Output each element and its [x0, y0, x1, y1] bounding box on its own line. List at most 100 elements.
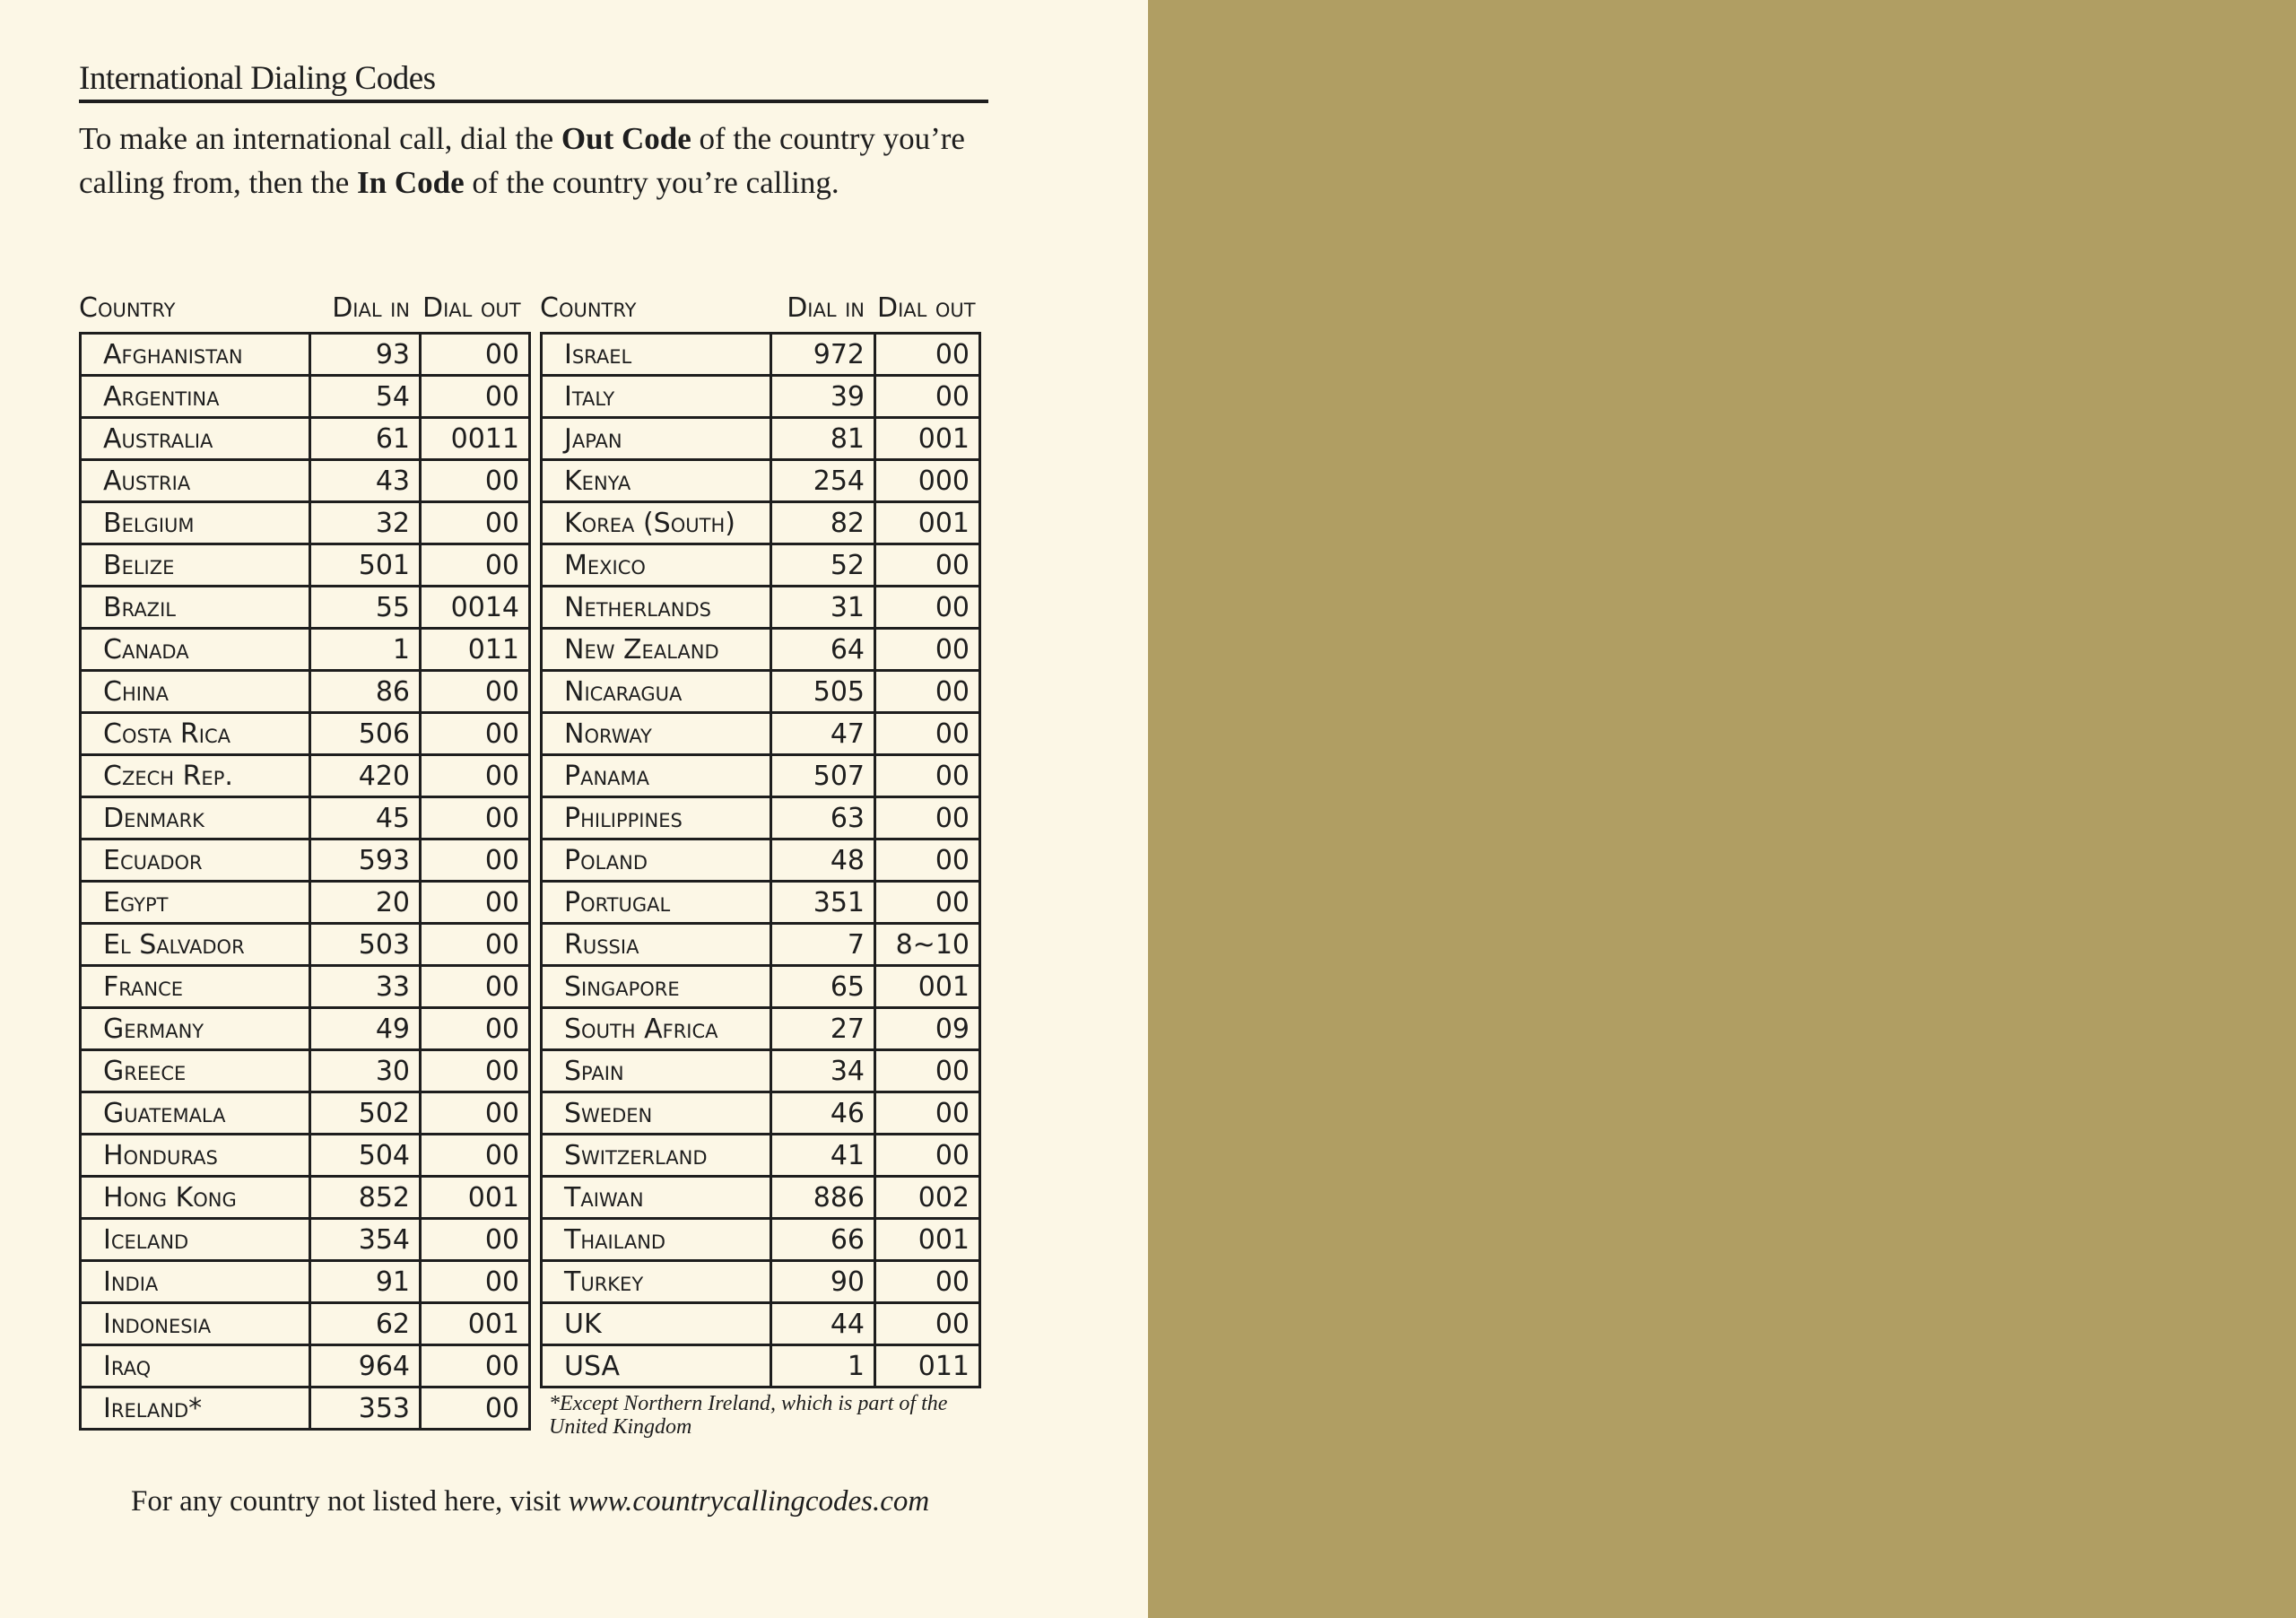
dial-in-cell: 48 [772, 840, 876, 880]
dial-out-cell: 002 [918, 1181, 970, 1214]
dial-in-cell: 65 [772, 967, 876, 1006]
dial-out-cell: 00 [484, 1392, 519, 1424]
dial-in-cell: 43 [311, 461, 422, 500]
dial-in-cell: 420 [311, 756, 422, 796]
dial-out-cell: 00 [935, 338, 970, 370]
table-row: Kenya 254 000 [543, 461, 978, 503]
footnote: *Except Northern Ireland, which is part … [549, 1392, 948, 1439]
dial-in-cell: 61 [311, 419, 422, 458]
header-dial-in: Dial in [332, 292, 410, 324]
dial-in-cell: 33 [311, 967, 422, 1006]
table-row: Ireland* 353 00 [82, 1388, 528, 1431]
table-row: Singapore 65 001 [543, 967, 978, 1009]
website-link[interactable]: www.countrycallingcodes.com [568, 1485, 930, 1518]
dial-in-cell: 55 [311, 587, 422, 627]
dial-out-cell: 00 [484, 1223, 519, 1256]
dial-out-cell: 00 [484, 886, 519, 918]
table-row: USA 1 011 [543, 1346, 978, 1388]
country-cell: Turkey [543, 1262, 772, 1301]
country-cell: Russia [543, 925, 772, 964]
dial-in-cell: 506 [311, 714, 422, 753]
dial-in-cell: 66 [772, 1220, 876, 1259]
table-row: France 33 00 [82, 967, 528, 1009]
dial-out-cell: 8~10 [895, 928, 970, 961]
country-cell: Germany [82, 1009, 311, 1048]
dial-out-cell: 00 [484, 844, 519, 876]
country-cell: Korea (South) [543, 503, 772, 543]
dial-out-cell: 00 [484, 380, 519, 413]
table-row: Mexico 52 00 [543, 545, 978, 587]
dial-out-cell: 00 [484, 1097, 519, 1129]
dial-out-cell: 00 [484, 675, 519, 708]
table-row: Japan 81 001 [543, 419, 978, 461]
table-row: Belgium 32 00 [82, 503, 528, 545]
dial-in-cell: 852 [311, 1178, 422, 1217]
table-row: Panama 507 00 [543, 756, 978, 798]
dial-out-cell: 00 [935, 1055, 970, 1087]
table-row: Italy 39 00 [543, 377, 978, 419]
table-row: Belize 501 00 [82, 545, 528, 587]
dial-out-cell: 0011 [450, 422, 519, 455]
dial-out-cell: 011 [467, 633, 519, 665]
table-row: Philippines 63 00 [543, 798, 978, 840]
country-cell: Portugal [543, 883, 772, 922]
table-row: Egypt 20 00 [82, 883, 528, 925]
table-row: India 91 00 [82, 1262, 528, 1304]
dial-in-cell: 62 [311, 1304, 422, 1344]
dial-in-cell: 32 [311, 503, 422, 543]
country-cell: Iceland [82, 1220, 311, 1259]
dial-in-cell: 47 [772, 714, 876, 753]
country-cell: Nicaragua [543, 672, 772, 711]
table-row: Germany 49 00 [82, 1009, 528, 1051]
country-cell: Thailand [543, 1220, 772, 1259]
country-cell: Sweden [543, 1093, 772, 1133]
dial-in-cell: 20 [311, 883, 422, 922]
country-cell: El Salvador [82, 925, 311, 964]
country-cell: Kenya [543, 461, 772, 500]
table-row: Switzerland 41 00 [543, 1135, 978, 1178]
dial-in-cell: 1 [772, 1346, 876, 1386]
country-cell: Poland [543, 840, 772, 880]
table-row: Nicaragua 505 00 [543, 672, 978, 714]
country-cell: Canada [82, 630, 311, 669]
dial-in-cell: 31 [772, 587, 876, 627]
dial-in-cell: 353 [311, 1388, 422, 1428]
table-row: Australia 61 0011 [82, 419, 528, 461]
table-row: Canada 1 011 [82, 630, 528, 672]
footer-note: For any country not listed here, visit w… [131, 1485, 929, 1518]
dial-in-cell: 41 [772, 1135, 876, 1175]
dial-in-cell: 507 [772, 756, 876, 796]
table-row: China 86 00 [82, 672, 528, 714]
table-row: Honduras 504 00 [82, 1135, 528, 1178]
dial-in-cell: 46 [772, 1093, 876, 1133]
table-row: South Africa 27 09 [543, 1009, 978, 1051]
table-row: Iceland 354 00 [82, 1220, 528, 1262]
dial-in-cell: 351 [772, 883, 876, 922]
table-row: Netherlands 31 00 [543, 587, 978, 630]
dial-in-cell: 30 [311, 1051, 422, 1091]
country-cell: Netherlands [543, 587, 772, 627]
gold-panel [1148, 0, 2296, 1618]
dial-out-cell: 00 [484, 549, 519, 581]
dial-in-cell: 82 [772, 503, 876, 543]
dial-in-cell: 354 [311, 1220, 422, 1259]
table-row: El Salvador 503 00 [82, 925, 528, 967]
country-cell: Singapore [543, 967, 772, 1006]
country-cell: Spain [543, 1051, 772, 1091]
dial-out-cell: 001 [918, 970, 970, 1003]
dial-in-cell: 501 [311, 545, 422, 585]
header-dial-out: Dial out [877, 292, 976, 324]
dial-out-cell: 00 [935, 886, 970, 918]
table-row: Poland 48 00 [543, 840, 978, 883]
table-row: Czech Rep. 420 00 [82, 756, 528, 798]
country-cell: USA [543, 1346, 772, 1386]
dial-out-cell: 00 [484, 1350, 519, 1382]
dial-out-cell: 00 [484, 970, 519, 1003]
table-row: Russia 7 8~10 [543, 925, 978, 967]
table-row: Sweden 46 00 [543, 1093, 978, 1135]
dial-out-cell: 00 [484, 507, 519, 539]
country-cell: Belize [82, 545, 311, 585]
country-cell: Denmark [82, 798, 311, 838]
dial-out-cell: 00 [935, 591, 970, 623]
dial-out-cell: 00 [935, 802, 970, 834]
